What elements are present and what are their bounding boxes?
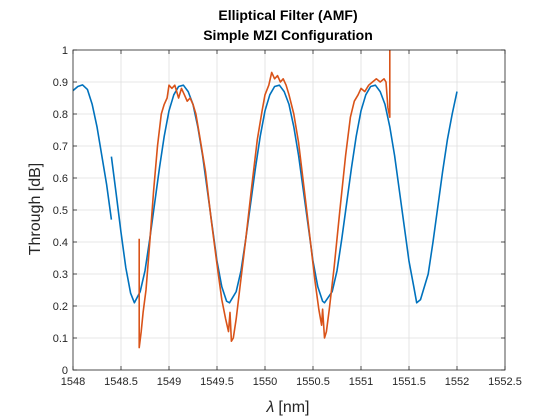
series-1-line-segment-2: [110, 84, 458, 304]
x-tick-label: 1549.5: [200, 376, 234, 388]
x-tick-label: 1551: [349, 376, 373, 388]
y-tick-label: 0.2: [53, 301, 68, 313]
y-axis-ticks: 0 0.1 0.2 0.3 0.4 0.5 0.6 0.7 0.8 0.9 1: [53, 45, 505, 377]
x-tick-label: 1550.5: [296, 376, 330, 388]
x-tick-label: 1548: [61, 376, 85, 388]
x-axis-label-unit: [nm]: [278, 399, 309, 416]
y-tick-label: 0: [62, 365, 68, 377]
y-tick-label: 0.8: [53, 109, 68, 121]
y-tick-label: 0.9: [53, 77, 68, 89]
x-axis-label-symbol: λ: [266, 399, 275, 416]
chart-title-line1: Elliptical Filter (AMF): [218, 7, 357, 23]
x-tick-label: 1551.5: [392, 376, 426, 388]
y-tick-label: 0.4: [53, 237, 68, 249]
x-axis-label: λ [nm]: [266, 399, 310, 416]
grid: [72, 49, 506, 371]
x-tick-label: 1548.5: [104, 376, 138, 388]
x-tick-label: 1549: [157, 376, 181, 388]
x-axis-ticks: 1548 1548.5 1549 1549.5 1550 1550.5 1551 1551.5…: [61, 50, 522, 388]
series-1-line-segment-1: [73, 84, 113, 220]
y-tick-label: 0.3: [53, 269, 68, 281]
x-tick-label: 1550: [253, 376, 277, 388]
y-axis-label: Through [dB]: [27, 163, 44, 256]
chart-title-line2: Simple MZI Configuration: [203, 27, 373, 43]
series-group: [73, 50, 458, 349]
y-tick-label: 1: [62, 45, 68, 57]
y-tick-label: 0.5: [53, 205, 68, 217]
y-tick-label: 0.6: [53, 173, 68, 185]
y-tick-label: 0.7: [53, 141, 68, 153]
x-tick-label: 1552: [445, 376, 469, 388]
y-tick-label: 0.1: [53, 333, 68, 345]
x-tick-label: 1552.5: [488, 376, 522, 388]
series-2-line-segment-1: [138, 50, 391, 349]
